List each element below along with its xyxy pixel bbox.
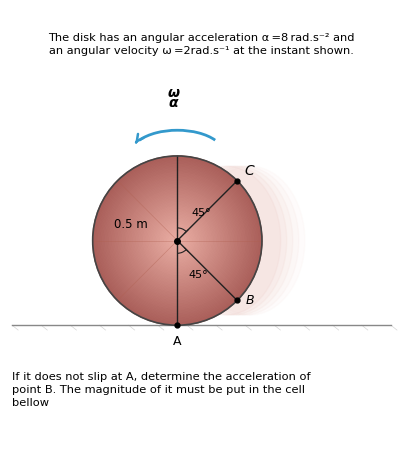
Circle shape bbox=[139, 202, 215, 279]
Circle shape bbox=[100, 163, 255, 318]
Circle shape bbox=[104, 167, 251, 314]
Circle shape bbox=[115, 179, 239, 303]
Circle shape bbox=[169, 232, 186, 249]
Circle shape bbox=[164, 228, 190, 253]
Circle shape bbox=[155, 218, 200, 263]
Circle shape bbox=[93, 156, 262, 325]
Text: bellow: bellow bbox=[12, 398, 49, 408]
Circle shape bbox=[121, 184, 234, 297]
Circle shape bbox=[162, 225, 193, 256]
Circle shape bbox=[112, 175, 242, 305]
Circle shape bbox=[143, 207, 211, 275]
Circle shape bbox=[145, 208, 210, 273]
Circle shape bbox=[159, 222, 196, 259]
Circle shape bbox=[141, 204, 214, 277]
Ellipse shape bbox=[171, 166, 281, 315]
Circle shape bbox=[173, 236, 181, 245]
Circle shape bbox=[160, 223, 194, 257]
Text: If it does not slip at A, determine the acceleration of: If it does not slip at A, determine the … bbox=[12, 372, 311, 382]
Circle shape bbox=[170, 234, 185, 248]
Text: A: A bbox=[173, 335, 182, 348]
Text: α: α bbox=[168, 96, 178, 110]
Circle shape bbox=[114, 177, 241, 304]
Circle shape bbox=[176, 239, 179, 242]
Circle shape bbox=[131, 194, 224, 287]
Circle shape bbox=[128, 191, 226, 290]
Circle shape bbox=[152, 215, 203, 266]
Circle shape bbox=[174, 238, 180, 244]
Circle shape bbox=[168, 231, 187, 250]
Circle shape bbox=[153, 217, 202, 265]
Circle shape bbox=[142, 205, 213, 276]
Text: 0.5 m: 0.5 m bbox=[114, 218, 148, 231]
Text: B: B bbox=[246, 294, 255, 307]
Text: The disk has an angular acceleration α =8 rad.s⁻² and: The disk has an angular acceleration α =… bbox=[48, 33, 355, 43]
Circle shape bbox=[124, 187, 231, 294]
Circle shape bbox=[106, 169, 249, 313]
Circle shape bbox=[102, 166, 252, 315]
Circle shape bbox=[132, 196, 222, 286]
Circle shape bbox=[110, 173, 245, 308]
Circle shape bbox=[163, 227, 191, 255]
Circle shape bbox=[101, 165, 253, 317]
Circle shape bbox=[119, 183, 235, 298]
Circle shape bbox=[166, 229, 189, 252]
Circle shape bbox=[146, 210, 208, 271]
Circle shape bbox=[108, 171, 246, 310]
Circle shape bbox=[96, 159, 259, 322]
Circle shape bbox=[111, 174, 243, 307]
Circle shape bbox=[158, 221, 197, 260]
Circle shape bbox=[135, 198, 220, 283]
Text: an angular velocity ω =2rad.s⁻¹ at the instant shown.: an angular velocity ω =2rad.s⁻¹ at the i… bbox=[49, 46, 354, 56]
Circle shape bbox=[94, 157, 260, 324]
Circle shape bbox=[125, 188, 230, 293]
Circle shape bbox=[123, 186, 232, 296]
Circle shape bbox=[97, 160, 258, 321]
Circle shape bbox=[172, 235, 183, 246]
Circle shape bbox=[133, 197, 221, 284]
Circle shape bbox=[118, 181, 237, 300]
Text: C: C bbox=[244, 164, 254, 177]
Circle shape bbox=[117, 180, 238, 301]
Circle shape bbox=[98, 162, 256, 319]
Ellipse shape bbox=[189, 166, 299, 315]
Circle shape bbox=[136, 200, 218, 282]
Circle shape bbox=[151, 214, 204, 267]
Circle shape bbox=[129, 193, 225, 288]
Ellipse shape bbox=[183, 166, 293, 315]
Circle shape bbox=[127, 190, 228, 292]
Circle shape bbox=[156, 219, 198, 262]
Circle shape bbox=[147, 211, 207, 270]
Text: ω: ω bbox=[167, 85, 179, 100]
Text: 45°: 45° bbox=[189, 270, 208, 280]
Text: point B. The magnitude of it must be put in the cell: point B. The magnitude of it must be put… bbox=[12, 385, 305, 395]
Ellipse shape bbox=[177, 166, 287, 315]
Circle shape bbox=[149, 213, 206, 269]
Circle shape bbox=[107, 170, 248, 311]
Text: 45°: 45° bbox=[191, 208, 211, 218]
Circle shape bbox=[138, 201, 217, 280]
